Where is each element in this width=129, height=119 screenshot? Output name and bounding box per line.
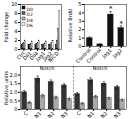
- svg-text:N2: N2: [46, 110, 55, 119]
- svg-text:Dll4: Dll4: [28, 50, 40, 62]
- svg-text:NICD: NICD: [47, 50, 60, 63]
- svg-text:Relative BrdU: Relative BrdU: [67, 8, 73, 42]
- svg-text:D2: D2: [27, 12, 33, 17]
- svg-text:Notch: Notch: [40, 65, 55, 71]
- svg-text:8: 8: [14, 10, 17, 16]
- svg-text:2: 2: [78, 26, 81, 32]
- svg-text:Jag1: Jag1: [100, 47, 113, 60]
- svg-text:1.0: 1.0: [10, 89, 18, 95]
- svg-text:N3: N3: [60, 110, 69, 119]
- svg-text:3: 3: [78, 18, 81, 24]
- svg-text:N1: N1: [33, 110, 42, 119]
- svg-text:Jag2: Jag2: [41, 50, 54, 63]
- svg-text:0: 0: [14, 106, 17, 112]
- svg-text:1.5: 1.5: [10, 80, 18, 86]
- svg-text:N3: N3: [113, 110, 122, 119]
- svg-text:Jag1: Jag1: [34, 50, 47, 63]
- svg-text:2.0: 2.0: [10, 72, 18, 78]
- svg-text:Control: Control: [85, 47, 102, 64]
- svg-text:0: 0: [14, 46, 17, 52]
- svg-text:Notch: Notch: [93, 65, 108, 71]
- svg-text:0: 0: [78, 43, 81, 49]
- svg-text:2: 2: [14, 37, 17, 43]
- svg-text:1: 1: [78, 35, 81, 41]
- svg-text:0.5: 0.5: [10, 98, 18, 104]
- svg-text:*: *: [120, 20, 124, 28]
- svg-text:N1: N1: [86, 110, 95, 119]
- svg-text:D0: D0: [27, 7, 33, 12]
- svg-text:Control: Control: [74, 47, 92, 65]
- svg-text:D6: D6: [27, 23, 33, 28]
- svg-text:C: C: [75, 110, 82, 117]
- svg-text:4: 4: [14, 28, 17, 34]
- svg-text:*: *: [109, 5, 113, 13]
- svg-text:D4: D4: [27, 18, 33, 23]
- svg-text:5: 5: [78, 1, 81, 7]
- svg-text:Ctrl: Ctrl: [15, 50, 26, 61]
- svg-text:4: 4: [78, 10, 81, 16]
- svg-text:Jag2: Jag2: [110, 47, 123, 60]
- svg-text:10: 10: [11, 1, 17, 7]
- svg-text:Fold change: Fold change: [3, 12, 10, 42]
- svg-text:C: C: [22, 110, 29, 117]
- svg-text:Dll1: Dll1: [21, 50, 33, 62]
- svg-text:N2: N2: [99, 110, 108, 119]
- svg-text:Relative units: Relative units: [3, 71, 9, 105]
- svg-text:6: 6: [14, 19, 17, 25]
